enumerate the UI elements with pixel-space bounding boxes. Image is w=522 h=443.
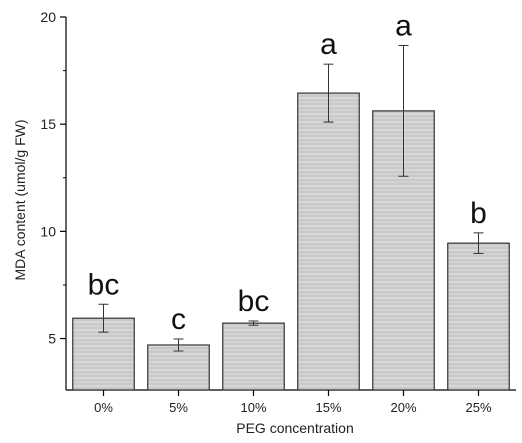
significance-label: a xyxy=(395,10,412,43)
y-tick-label: 20 xyxy=(40,9,56,25)
y-tick-label: 15 xyxy=(40,116,56,132)
significance-label: bc xyxy=(238,285,270,318)
x-tick-label: 10% xyxy=(240,400,266,415)
plot-area: 5 10 15 20 bc 0% c 5% bc 10% a 15% a 20% b 25% xyxy=(40,9,516,415)
bar xyxy=(222,322,285,391)
x-tick-label: 0% xyxy=(94,400,113,415)
significance-label: b xyxy=(470,197,487,230)
significance-label: c xyxy=(171,303,186,336)
y-tick-label: 5 xyxy=(48,331,56,347)
bar xyxy=(147,344,210,391)
bar xyxy=(297,92,360,391)
y-tick-label: 10 xyxy=(40,223,56,239)
x-tick-label: 15% xyxy=(315,400,341,415)
bar xyxy=(447,242,510,391)
significance-label: a xyxy=(320,28,337,61)
x-tick-label: 20% xyxy=(390,400,416,415)
x-tick-label: 25% xyxy=(465,400,491,415)
x-tick-label: 5% xyxy=(169,400,188,415)
significance-label: bc xyxy=(88,268,120,301)
y-axis-label: MDA content (umol/g FW) xyxy=(12,119,28,280)
x-axis-label: PEG concentration xyxy=(236,420,354,436)
